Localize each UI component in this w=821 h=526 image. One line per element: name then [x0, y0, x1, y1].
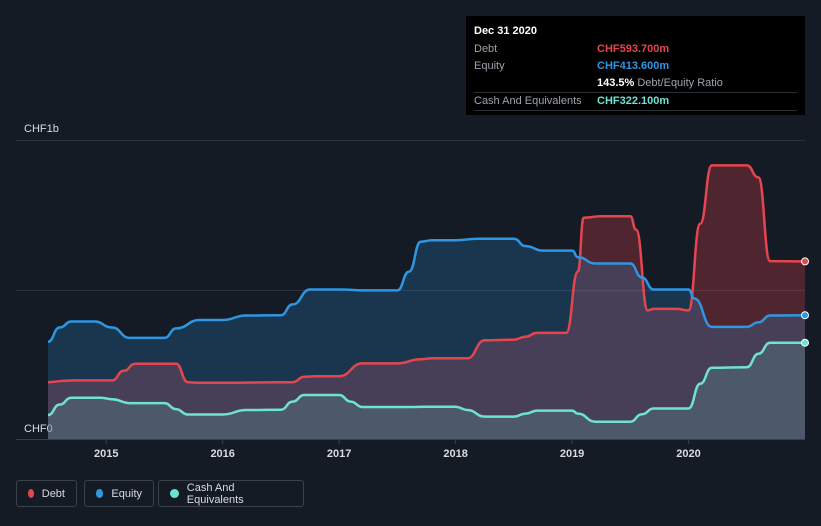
x-tick-label: 2020	[676, 448, 700, 460]
tooltip-date: Dec 31 2020	[474, 25, 537, 37]
tooltip-label: Cash And Equivalents	[474, 95, 582, 107]
tooltip-row-equity: Equity CHF413.600m	[474, 58, 797, 75]
cash-and-equivalents-end-point	[801, 338, 809, 347]
tooltip-value: CHF593.700m	[597, 43, 670, 55]
x-tick-label: 2018	[443, 448, 467, 460]
x-tick-label: 2015	[94, 448, 118, 460]
tooltip-label	[474, 75, 597, 92]
tooltip-value: CHF413.600m	[597, 60, 670, 72]
equity-dot-icon	[96, 489, 104, 498]
tooltip-row-ratio: 143.5% Debt/Equity Ratio	[474, 75, 797, 92]
x-tick-label: 2019	[560, 448, 584, 460]
debt-dot-icon	[28, 489, 34, 498]
tooltip-ratio-label: Debt/Equity Ratio	[637, 77, 723, 89]
cash-dot-icon	[170, 489, 179, 498]
y-tick-label-top: CHF1b	[24, 123, 59, 135]
tooltip-label: Debt	[474, 43, 498, 55]
legend-label: Cash And Equivalents	[186, 481, 244, 506]
series-lines	[47, 164, 806, 423]
series-areas	[48, 165, 805, 439]
legend-label: Debt	[41, 487, 65, 500]
x-tick-label: 2016	[210, 448, 234, 460]
tooltip-row-debt: Debt CHF593.700m	[474, 41, 797, 58]
x-tick-label: 2017	[327, 448, 351, 460]
series-end-dots	[801, 257, 809, 347]
debt-area	[48, 165, 805, 439]
tooltip-label: Equity	[474, 60, 505, 72]
y-tick-label-zero: CHF0	[24, 423, 53, 435]
tooltip-row-cash: Cash And Equivalents CHF322.100m	[474, 92, 797, 111]
tooltip-value: CHF322.100m	[597, 95, 670, 107]
legend-label: Equity	[111, 487, 142, 500]
debt-end-point	[801, 257, 809, 266]
legend-item-equity[interactable]: Equity	[84, 480, 154, 507]
debt-line	[47, 164, 806, 385]
equity-line	[47, 237, 806, 344]
equity-area	[48, 238, 805, 439]
x-axis-ticks: 2015 2016 2017 2018 2019 2020	[94, 439, 701, 460]
cash-and-equivalents-area	[48, 342, 805, 439]
equity-end-point	[801, 311, 809, 320]
legend-item-cash[interactable]: Cash And Equivalents	[158, 480, 304, 507]
cash-and-equivalents-line	[47, 341, 805, 423]
legend-item-debt[interactable]: Debt	[16, 480, 77, 507]
tooltip-value: 143.5%	[597, 77, 635, 89]
data-tooltip: Dec 31 2020 Debt CHF593.700m Equity CHF4…	[466, 16, 805, 115]
